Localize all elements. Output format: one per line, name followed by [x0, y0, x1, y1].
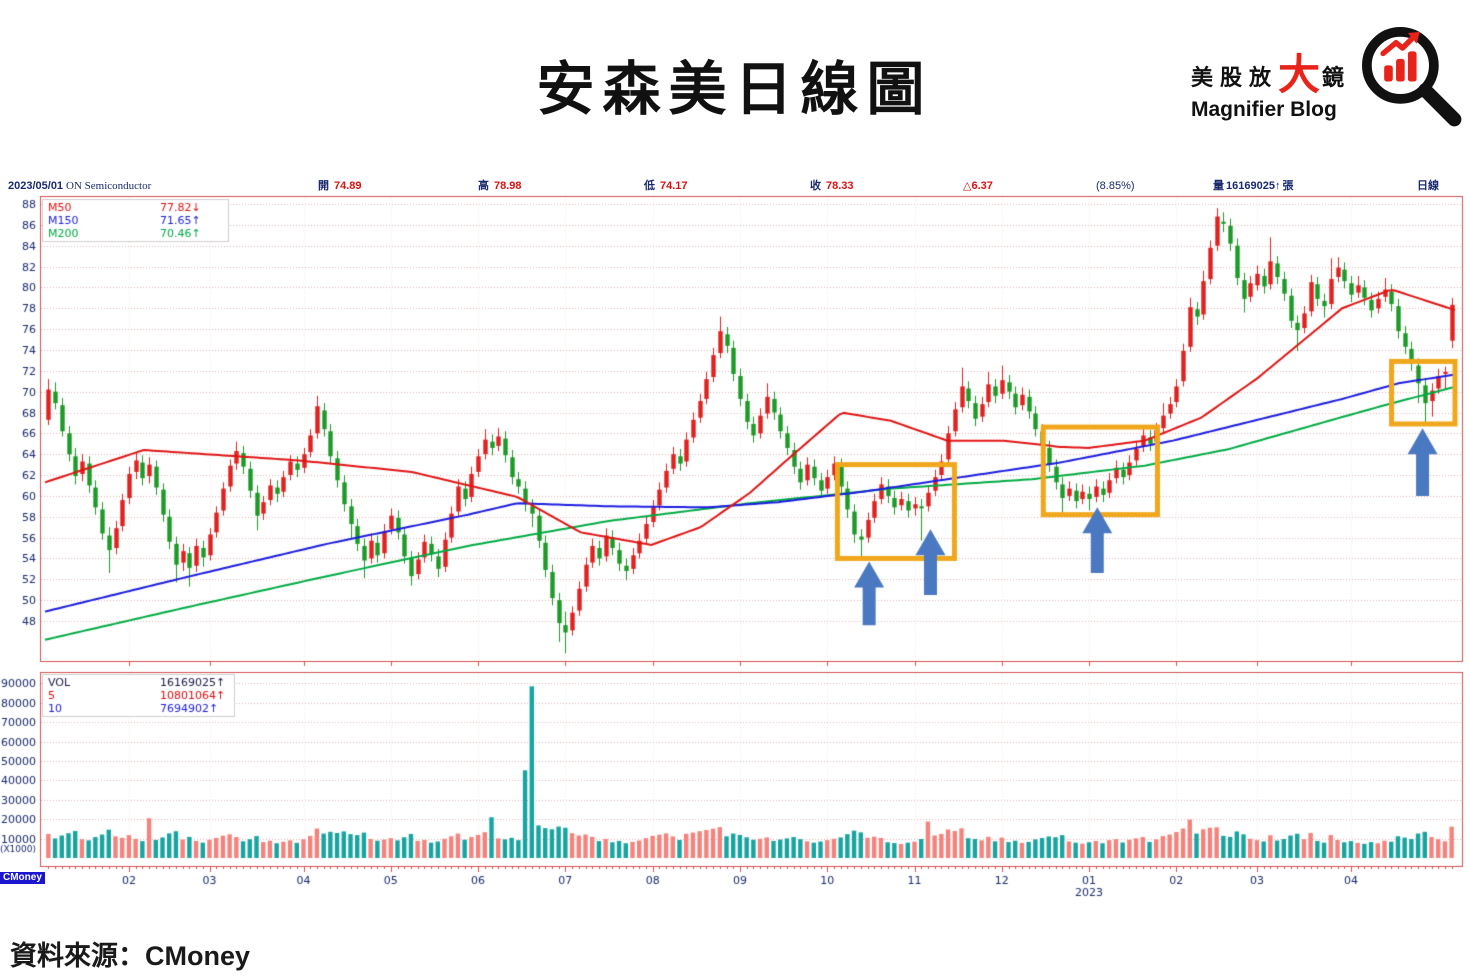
low-value: 74.17 [660, 180, 688, 192]
data-source-note: 資料來源：CMoney [10, 941, 251, 971]
low-field: 低 74.17 [644, 179, 688, 193]
page-title: 安森美日線圖 [536, 57, 933, 122]
change-value: △6.37 [963, 180, 993, 192]
close-value: 78.33 [826, 180, 854, 192]
symbol-name: ON Semiconductor [66, 180, 152, 192]
close-label: 收 [810, 180, 821, 192]
brand-logo: 美股放大鏡 Magnifier Blog [1191, 20, 1463, 128]
brand-name-part2: 鏡 [1321, 65, 1351, 90]
high-label: 高 [478, 180, 489, 192]
low-label: 低 [644, 180, 655, 192]
high-field: 高 78.98 [478, 179, 522, 193]
brand-name-english: Magnifier Blog [1190, 98, 1337, 121]
volume-value: 16169025↑ [1226, 180, 1281, 192]
open-field: 開 74.89 [318, 179, 362, 193]
chart-date: 2023/05/01 [8, 180, 64, 192]
brand-logo-text: 美股放大鏡 Magnifier Blog [1190, 54, 1351, 128]
open-value: 74.89 [334, 180, 362, 192]
volume-field: 量 16169025↑ 張 [1213, 179, 1293, 193]
change-percent: (8.85%) [1096, 180, 1135, 192]
magnifier-chart-icon [1362, 27, 1462, 127]
period-label: 日線 [1417, 180, 1439, 192]
open-label: 開 [318, 180, 329, 192]
chart-header: 2023/05/01 ON Semiconductor 開 74.89 高 78.9… [0, 179, 1469, 195]
volume-label: 量 [1213, 180, 1224, 192]
volume-unit: 張 [1282, 180, 1294, 192]
cmoney-watermark-badge: CMoney [0, 872, 45, 884]
close-field: 收 78.33 [810, 179, 854, 193]
brand-name-big-char: 大 [1277, 51, 1322, 98]
brand-name-part1: 美股放 [1190, 65, 1278, 90]
high-value: 78.98 [494, 180, 522, 192]
brand-name-chinese: 美股放大鏡 [1190, 54, 1351, 98]
